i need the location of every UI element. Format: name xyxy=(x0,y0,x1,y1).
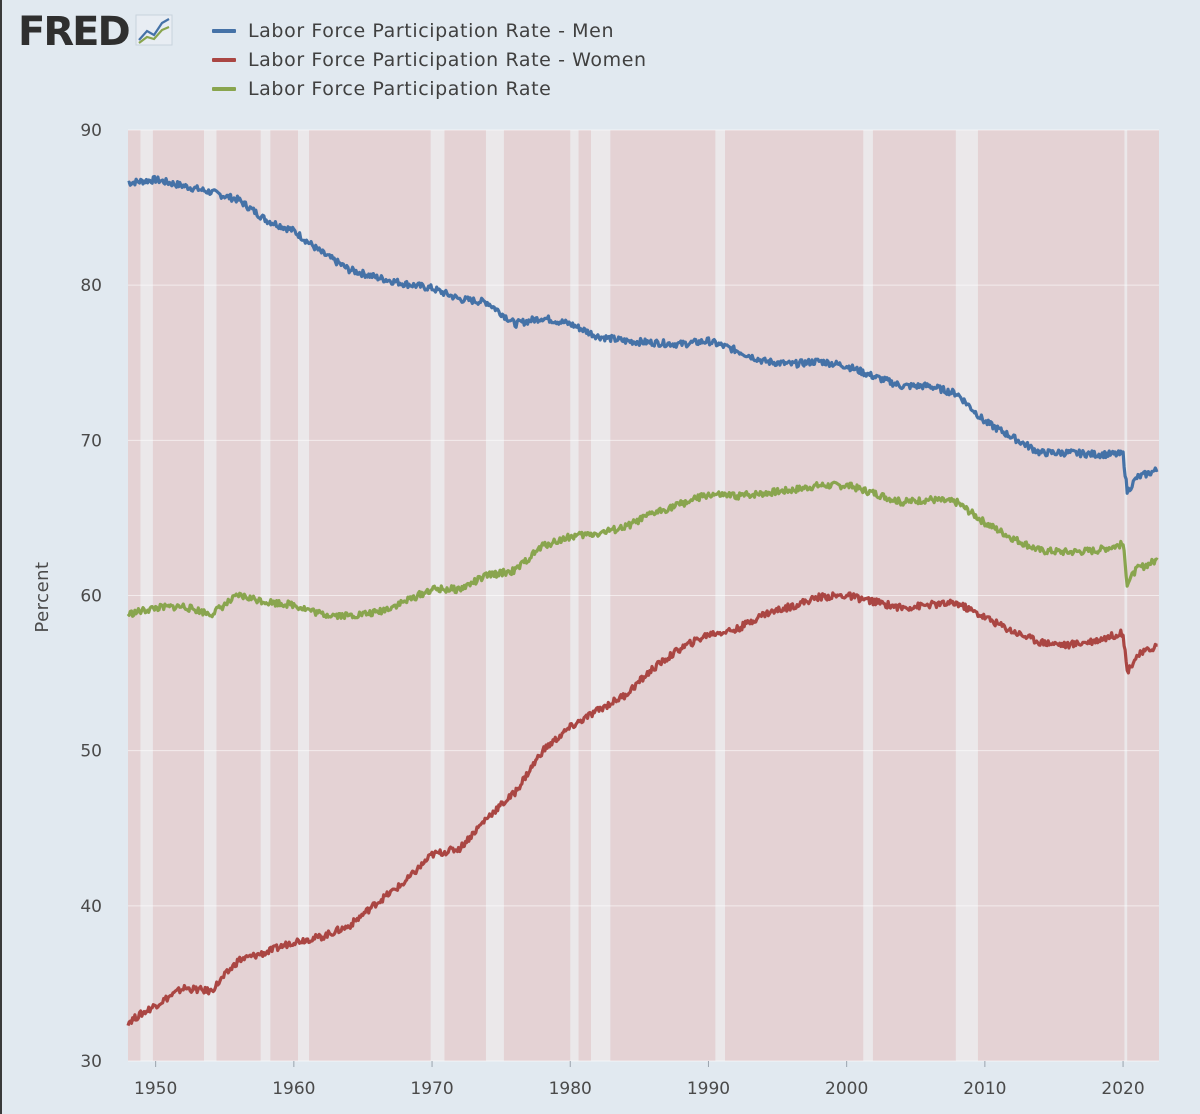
x-tick-label: 1990 xyxy=(687,1079,730,1099)
x-axis: 1950 1960 1970 1980 1990 2000 2010 2020 xyxy=(134,1061,1145,1099)
x-tick-label: 2020 xyxy=(1101,1079,1144,1099)
y-axis: 30 40 50 60 70 80 90 xyxy=(80,121,102,1072)
chart-legend: Labor Force Participation Rate - Men Labo… xyxy=(212,16,647,103)
y-tick-label: 70 xyxy=(80,431,102,451)
y-tick-label: 60 xyxy=(80,587,102,607)
legend-item: Labor Force Participation Rate - Men xyxy=(212,16,647,45)
x-tick-label: 2000 xyxy=(825,1079,868,1099)
series-lines xyxy=(126,174,1159,1027)
legend-swatch xyxy=(212,57,236,62)
y-axis-label: Percent xyxy=(32,561,53,632)
x-tick-label: 1980 xyxy=(549,1079,592,1099)
series-line xyxy=(127,174,1159,495)
legend-swatch xyxy=(212,86,236,91)
legend-label: Labor Force Participation Rate - Men xyxy=(248,19,615,42)
y-tick-label: 80 xyxy=(80,276,102,296)
rising-lines-chart-icon xyxy=(135,14,173,50)
y-tick-label: 30 xyxy=(80,1052,102,1072)
legend-label: Labor Force Participation Rate - Women xyxy=(248,48,647,71)
legend-label: Labor Force Participation Rate xyxy=(248,77,552,100)
x-tick-label: 1970 xyxy=(410,1079,453,1099)
grid-lines xyxy=(128,129,1159,1062)
window-edge xyxy=(0,0,2,1114)
x-tick-label: 1950 xyxy=(134,1079,177,1099)
series-line xyxy=(126,480,1159,621)
legend-item: Labor Force Participation Rate - Women xyxy=(212,45,647,74)
x-tick-label: 2010 xyxy=(963,1079,1006,1099)
series-line xyxy=(126,591,1159,1027)
y-tick-label: 50 xyxy=(80,742,102,762)
legend-item: Labor Force Participation Rate xyxy=(212,74,647,103)
fred-logo-text: FRED xyxy=(18,9,131,55)
legend-swatch xyxy=(212,28,236,33)
y-tick-label: 90 xyxy=(80,121,102,141)
x-tick-label: 1960 xyxy=(272,1079,315,1099)
y-tick-label: 40 xyxy=(80,897,102,917)
fred-logo[interactable]: FRED xyxy=(18,10,173,54)
